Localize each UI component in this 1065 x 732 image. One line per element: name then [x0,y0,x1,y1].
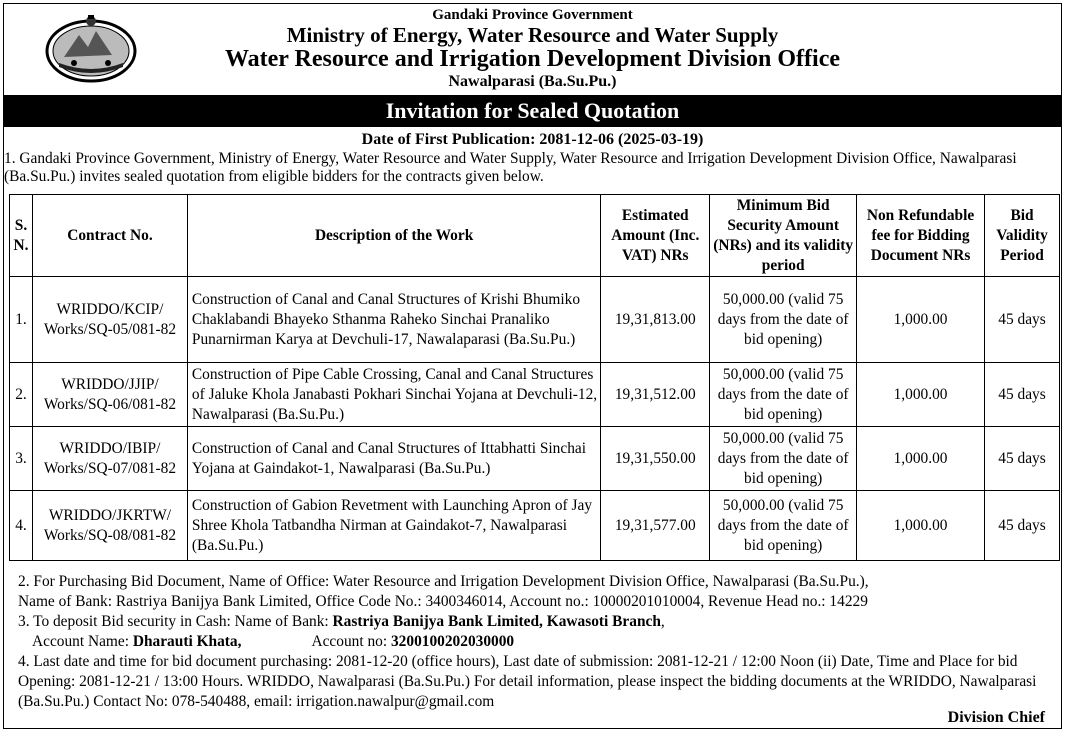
header-contract: Contract No. [31,194,188,277]
cell-security: 50,000.00 (valid 75 days from the date o… [709,362,858,427]
note-3-account: Account Name: Dharauti Khata, Account no:… [18,632,1058,652]
cell-sn: 2. [9,362,33,427]
cell-amount: 19,31,550.00 [600,426,711,491]
cell-contract: WRIDDO/KCIP/ Works/SQ-05/081-82 [31,276,188,363]
table-row: 4. WRIDDO/JKRTW/ Works/SQ-08/081-82 Cons… [9,490,1060,561]
table-header-row: S. N. Contract No. Description of the Wo… [9,194,1060,277]
header-sn: S. N. [9,194,33,277]
publication-date: Date of First Publication: 2081-12-06 (2… [361,131,704,148]
cell-security: 50,000.00 (valid 75 days from the date o… [709,490,858,561]
cell-sn: 3. [9,426,33,491]
cell-security: 50,000.00 (valid 75 days from the date o… [709,426,858,491]
cell-amount: 19,31,813.00 [600,276,711,363]
note-3-bank: Rastriya Banijya Bank Limited, Kawasoti … [332,613,661,630]
header-validity: Bid Validity Period [984,194,1060,277]
header-fee: Non Refundable fee for Bidding Document … [856,194,985,277]
nepal-emblem-icon [45,15,137,83]
account-no-value: 3200100202030000 [390,633,515,650]
cell-description: Construction of Canal and Canal Structur… [186,426,602,491]
intro-paragraph: 1. Gandaki Province Government, Ministry… [4,150,1017,185]
cell-sn: 4. [9,490,33,561]
government-name: Gandaki Province Government [432,7,633,23]
header-amount: Estimated Amount (Inc. VAT) NRs [600,194,711,277]
cell-validity: 45 days [984,490,1060,561]
table-row: 3. WRIDDO/IBIP/ Works/SQ-07/081-82 Const… [9,426,1060,491]
cell-fee: 1,000.00 [856,362,985,427]
cell-security: 50,000.00 (valid 75 days from the date o… [709,276,858,363]
notice-header: Gandaki Province Government Ministry of … [4,4,1061,96]
account-name-label: Account Name: [32,633,133,650]
cell-description: Construction of Pipe Cable Crossing, Can… [186,362,602,427]
cell-contract: WRIDDO/JJIP/ Works/SQ-06/081-82 [31,362,188,427]
signature-division-chief: Division Chief [947,709,1045,726]
note-2-line-2: Name of Bank: Rastriya Banijya Bank Limi… [18,593,868,610]
cell-fee: 1,000.00 [856,276,985,363]
table-row: 2. WRIDDO/JJIP/ Works/SQ-06/081-82 Const… [9,362,1060,427]
cell-validity: 45 days [984,426,1060,491]
header-description: Description of the Work [186,194,602,277]
notice-frame: Gandaki Province Government Ministry of … [3,3,1062,729]
cell-description: Construction of Canal and Canal Structur… [186,276,602,363]
note-3-prefix: 3. To deposit Bid security in Cash: Name… [18,613,333,630]
header-security: Minimum Bid Security Amount (NRs) and it… [709,194,858,277]
cell-fee: 1,000.00 [856,490,985,561]
note-3-suffix: , [660,613,665,630]
notes-section: 2. For Purchasing Bid Document, Name of … [18,572,1058,712]
cell-description: Construction of Gabion Revetment with La… [186,490,602,561]
office-location: Nawalparasi (Ba.Su.Pu.) [448,73,617,90]
table-row: 1. WRIDDO/KCIP/ Works/SQ-05/081-82 Const… [9,276,1060,363]
cell-contract: WRIDDO/JKRTW/ Works/SQ-08/081-82 [31,490,188,561]
cell-sn: 1. [9,276,33,363]
cell-amount: 19,31,577.00 [600,490,711,561]
cell-contract: WRIDDO/IBIP/ Works/SQ-07/081-82 [31,426,188,491]
account-name-value: Dharauti Khata, [132,633,242,650]
ministry-name: Ministry of Energy, Water Resource and W… [286,23,779,47]
cell-amount: 19,31,512.00 [600,362,711,427]
cell-validity: 45 days [984,276,1060,363]
quotation-table: S. N. Contract No. Description of the Wo… [9,194,1060,561]
note-4: 4. Last date and time for bid document p… [18,653,1037,710]
cell-validity: 45 days [984,362,1060,427]
note-2-line-1: 2. For Purchasing Bid Document, Name of … [18,573,869,590]
office-name: Water Resource and Irrigation Developmen… [224,46,841,72]
note-3: 3. To deposit Bid security in Cash: Name… [18,612,1058,632]
notice-title: Invitation for Sealed Quotation [4,95,1061,127]
cell-fee: 1,000.00 [856,426,985,491]
account-no-label: Account no: [311,633,391,650]
